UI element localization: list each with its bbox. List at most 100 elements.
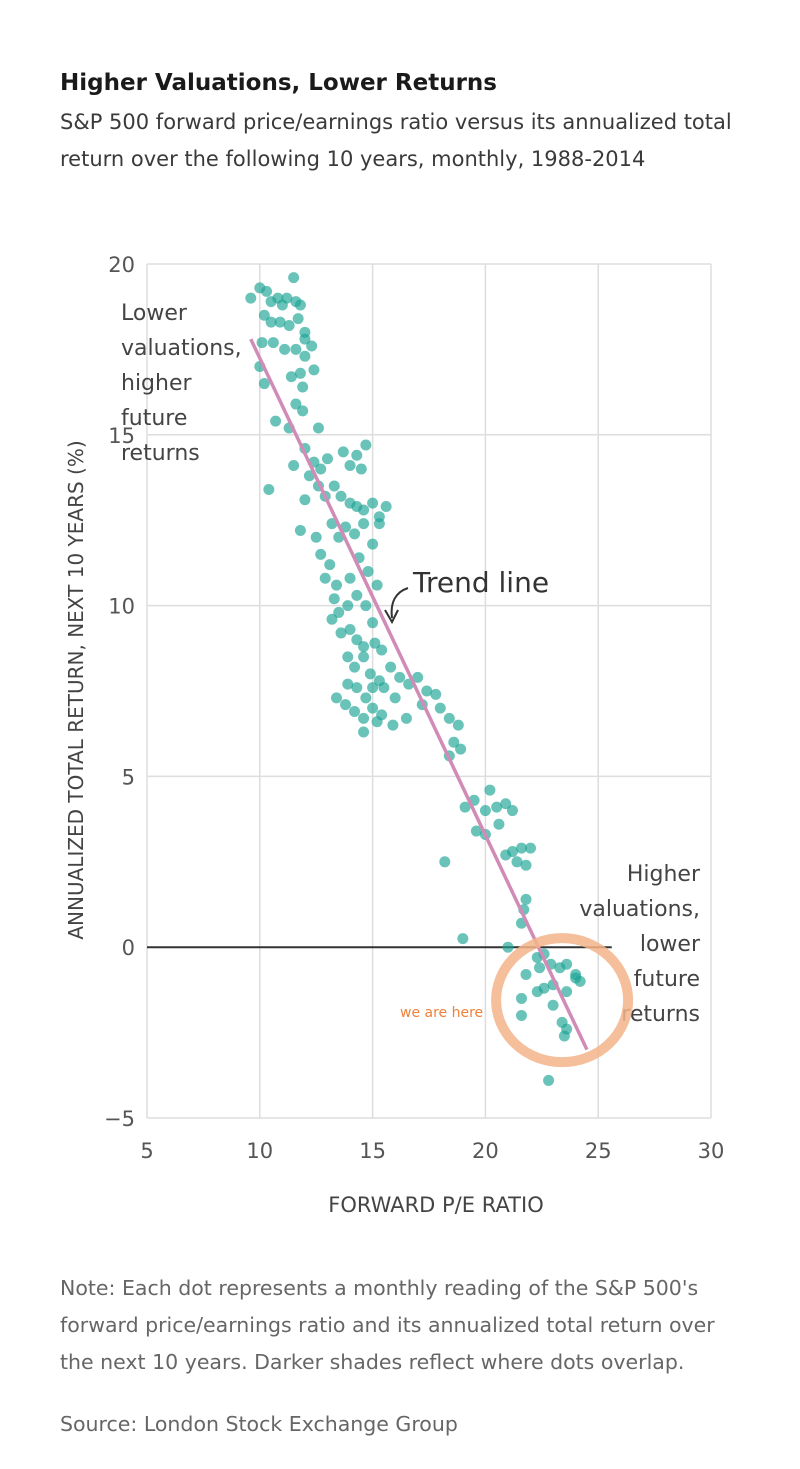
data-point [367,497,379,509]
data-point [367,538,379,550]
data-point [261,285,273,297]
data-point [331,579,343,591]
data-point [520,859,532,871]
tick-labels: 5 10 15 20 25 30 20 15 10 5 0 −5 [104,253,724,1163]
data-point [448,736,460,748]
data-point [299,333,311,345]
data-point [303,470,315,482]
data-point [561,958,573,970]
data-point [331,692,343,704]
data-point [364,668,376,680]
data-point [362,565,374,577]
data-point [294,299,306,311]
data-point [515,842,527,854]
data-point [484,784,496,796]
data-point [525,842,537,854]
data-point [547,999,559,1011]
data-point [387,719,399,731]
data-point [506,846,518,858]
high-valuation-annotation: returns [621,1002,700,1027]
data-point [385,661,397,673]
low-valuation-annotation: Lower [121,301,188,326]
data-point [369,637,381,649]
data-point [288,460,300,472]
data-point [333,606,345,618]
data-point [274,316,286,328]
low-valuation-annotation: returns [121,441,200,466]
data-point [371,716,383,728]
data-point [502,941,514,953]
data-point [538,982,550,994]
data-point [297,381,309,393]
data-point [534,962,546,974]
data-point [326,518,338,530]
data-point [479,805,491,817]
x-axis-label: FORWARD P/E RATIO [328,1193,543,1217]
data-point [342,600,354,612]
data-point [360,692,372,704]
x-tick-label: 25 [585,1139,612,1163]
data-point [543,1074,555,1086]
data-point [294,367,306,379]
data-points [245,272,586,1086]
data-point [373,518,385,530]
data-point [312,422,324,434]
data-point [258,378,270,390]
data-point [349,661,361,673]
data-point [258,309,270,321]
data-point [351,634,363,646]
x-tick-label: 5 [140,1139,153,1163]
data-point [561,986,573,998]
data-point [256,337,268,349]
data-point [344,460,356,472]
we-are-here-label: we are here [400,1005,483,1021]
data-point [443,712,455,724]
high-valuation-annotation: valuations, [579,897,700,922]
data-point [376,644,388,656]
data-point [299,494,311,506]
y-tick-label: 20 [108,253,135,277]
data-point [430,688,442,700]
data-point [358,518,370,530]
low-valuation-annotation: higher [121,371,192,396]
data-point [340,699,352,711]
grid [146,263,712,1119]
data-point [570,969,582,981]
data-point [351,449,363,461]
trend-arrowhead-icon [384,609,399,625]
data-point [321,453,333,465]
y-tick-label: 15 [108,424,135,448]
data-point [470,825,482,837]
y-tick-label: 10 [108,595,135,619]
data-point [421,685,433,697]
x-tick-label: 30 [698,1139,725,1163]
data-point [315,548,327,560]
data-point [265,316,277,328]
data-point [328,480,340,492]
data-point [324,559,336,571]
data-point [288,272,300,284]
data-point [335,490,347,502]
data-point [500,798,512,810]
data-point [349,705,361,717]
data-point [310,531,322,543]
data-point [380,501,392,513]
data-point [511,856,523,868]
data-point [371,579,383,591]
data-point [394,671,406,683]
data-point [335,627,347,639]
data-point [360,439,372,451]
data-point [315,463,327,475]
high-valuation-annotation: future [634,967,700,992]
data-point [308,364,320,376]
data-point [491,801,503,813]
data-point [439,856,451,868]
data-point [459,801,471,813]
data-point [294,524,306,536]
data-point [283,319,295,331]
data-point [267,337,279,349]
data-point [349,528,361,540]
low-valuation-annotation: valuations, [121,336,242,361]
annotations: Lower valuations, higher future returns Highe… [121,301,701,1027]
data-point [326,613,338,625]
